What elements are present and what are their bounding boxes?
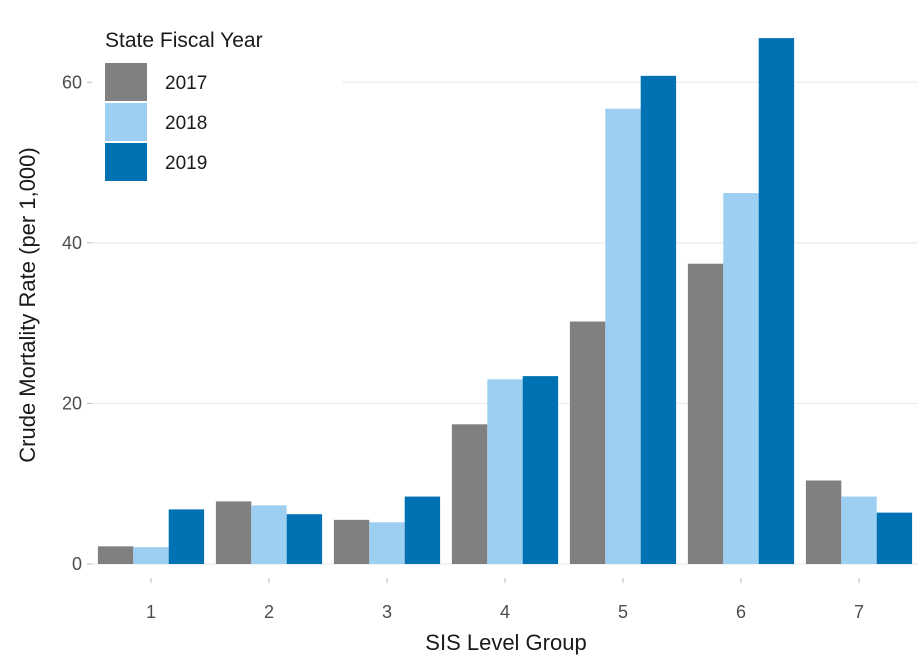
bar-2017-group-7 — [805, 480, 842, 564]
y-tick-label: 0 — [72, 554, 82, 574]
bar-2018-group-2 — [251, 505, 287, 564]
bar-2017-group-4 — [451, 424, 488, 564]
legend-label-2017: 2017 — [165, 73, 207, 94]
x-tick-label: 6 — [736, 602, 746, 622]
x-tick-label: 5 — [618, 602, 628, 622]
bar-2019-group-4 — [522, 376, 559, 564]
x-tick-label: 1 — [146, 602, 156, 622]
bar-2018-group-7 — [841, 496, 877, 564]
bar-2019-group-3 — [404, 496, 441, 564]
axes: 0 20 40 60 1 2 3 4 5 6 7 — [62, 72, 864, 622]
bar-2017-group-5 — [569, 321, 606, 564]
legend-items: 2017 2018 2019 — [105, 63, 207, 181]
bar-2018-group-6 — [723, 193, 759, 565]
x-tick-label: 2 — [264, 602, 274, 622]
legend-label-2018: 2018 — [165, 113, 207, 134]
x-tick-label: 4 — [500, 602, 510, 622]
legend-title: State Fiscal Year — [105, 29, 263, 52]
bar-2017-group-2 — [215, 501, 252, 564]
legend-key-2018 — [105, 103, 147, 141]
legend-label-2019: 2019 — [165, 153, 207, 174]
legend-key-2017 — [105, 63, 147, 101]
x-axis-title: SIS Level Group — [425, 630, 586, 655]
bar-2019-group-5 — [640, 75, 677, 565]
x-tick-label: 3 — [382, 602, 392, 622]
y-tick-label: 60 — [62, 72, 82, 92]
bars — [97, 38, 913, 565]
bar-2018-group-5 — [605, 108, 641, 564]
bar-2019-group-7 — [876, 512, 913, 564]
x-tick-label: 7 — [854, 602, 864, 622]
bar-2018-group-1 — [133, 547, 169, 564]
y-tick-label: 40 — [62, 233, 82, 253]
legend-key-2019 — [105, 143, 147, 181]
bar-2017-group-3 — [333, 519, 370, 564]
y-axis-title: Crude Mortality Rate (per 1,000) — [15, 147, 40, 462]
bar-2018-group-4 — [487, 379, 523, 564]
y-tick-label: 20 — [62, 393, 82, 413]
bar-2017-group-1 — [97, 546, 134, 564]
bar-2017-group-6 — [687, 263, 724, 564]
bar-2018-group-3 — [369, 522, 405, 564]
bar-2019-group-1 — [168, 509, 205, 564]
bar-2019-group-2 — [286, 514, 323, 564]
legend: State Fiscal Year 2017 2018 2019 — [92, 10, 342, 200]
bar-2019-group-6 — [758, 38, 795, 565]
